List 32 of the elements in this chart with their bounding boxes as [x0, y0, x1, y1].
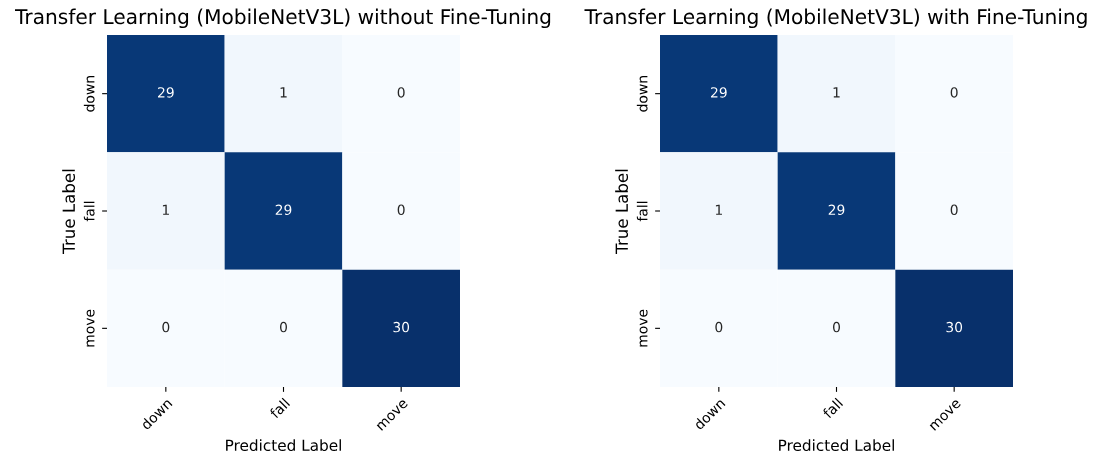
data-label: 0	[280, 321, 287, 333]
y-axis-title: True Label	[615, 169, 629, 254]
data-label: 1	[280, 87, 287, 98]
chart-title: Transfer Learning (MobileNetV3L) without Fine-Tuning	[15, 8, 551, 29]
data-label: 29	[828, 204, 845, 216]
data-label: 1	[162, 204, 169, 215]
y-tick-label: move	[86, 309, 95, 347]
data-label: 0	[950, 87, 958, 98]
y-tick-label: down	[83, 76, 95, 112]
data-label: 0	[950, 204, 958, 216]
data-label: 29	[158, 87, 174, 98]
x-tick-label: fall	[268, 397, 291, 420]
data-label: 30	[946, 321, 963, 333]
data-label: 0	[397, 204, 405, 216]
x-tick-label: fall	[821, 397, 844, 420]
data-label: 29	[711, 87, 727, 98]
y-tick-label: fall	[83, 201, 95, 222]
x-axis-title: Predicted Label	[779, 439, 894, 452]
data-label: 0	[397, 87, 405, 98]
data-label: 1	[715, 204, 722, 215]
y-tick-label: fall	[636, 201, 648, 222]
x-axis-title: Predicted Label	[226, 439, 341, 452]
data-label: 0	[833, 321, 840, 333]
data-label: 1	[833, 87, 840, 98]
chart-title: Transfer Learning (MobileNetV3L) with Fine-Tuning	[584, 8, 1087, 29]
y-tick-label: down	[636, 76, 648, 112]
y-axis-title: True Label	[62, 169, 76, 254]
y-tick-label: move	[639, 309, 648, 347]
data-label: 0	[162, 321, 170, 333]
data-label: 30	[393, 321, 410, 333]
data-label: 0	[715, 321, 723, 333]
data-label: 29	[275, 204, 292, 216]
